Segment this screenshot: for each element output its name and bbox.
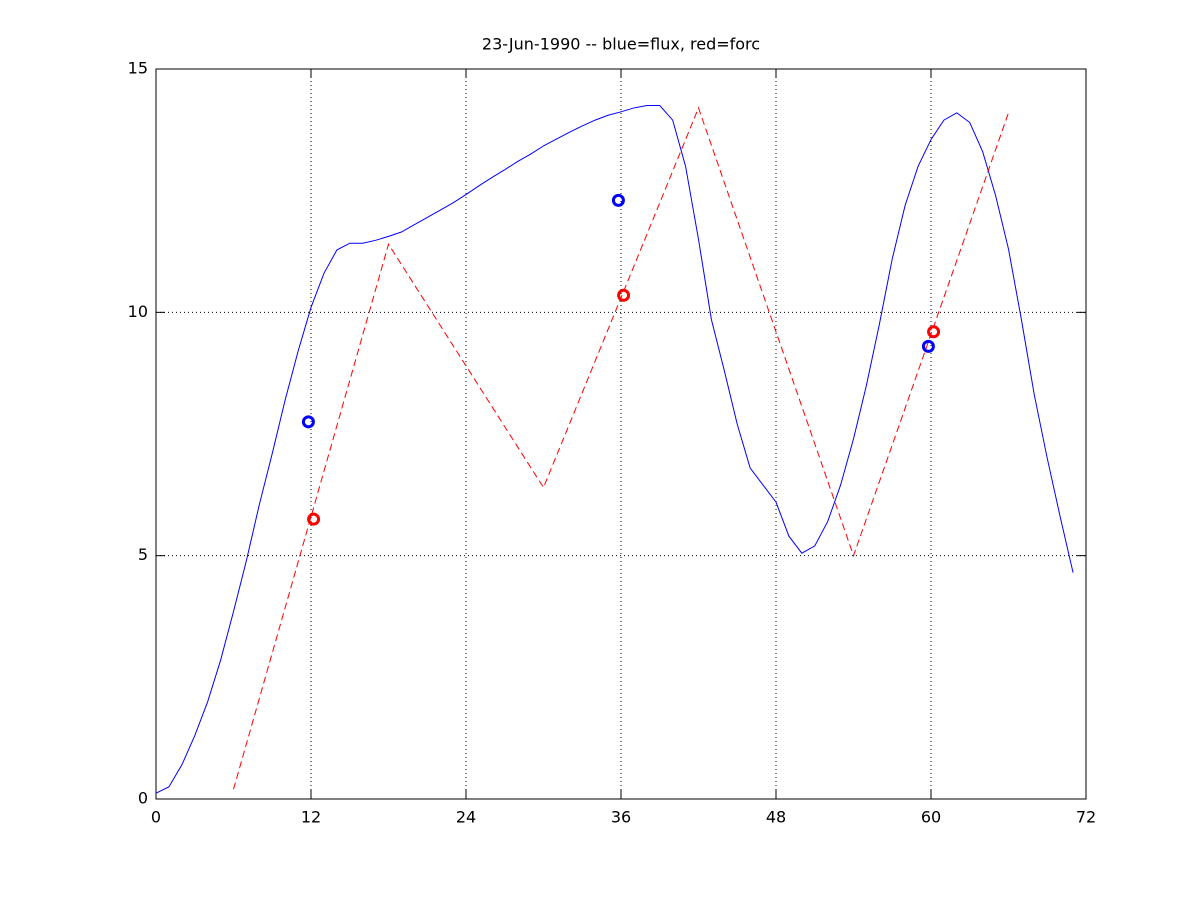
- x-tick-label: 36: [611, 808, 631, 827]
- chart-title: 23-Jun-1990 -- blue=flux, red=forc: [482, 35, 760, 54]
- data-line: [233, 106, 1009, 790]
- x-tick-label: 24: [456, 808, 476, 827]
- x-tick-label: 72: [1076, 808, 1096, 827]
- x-tick-label: 0: [151, 808, 161, 827]
- y-tick-label: 5: [138, 545, 148, 564]
- x-tick-label: 60: [921, 808, 941, 827]
- data-point: [611, 193, 625, 207]
- y-tick-label: 0: [138, 789, 148, 808]
- data-point: [617, 288, 631, 302]
- x-tick-label: 48: [766, 808, 786, 827]
- data-point: [921, 339, 935, 353]
- data-point: [927, 325, 941, 339]
- data-point: [301, 415, 315, 429]
- data-point: [307, 512, 321, 526]
- data-line: [155, 105, 1074, 794]
- plot-frame: [155, 68, 1087, 800]
- y-tick-label: 15: [128, 59, 148, 78]
- y-tick-label: 10: [128, 302, 148, 321]
- x-tick-label: 12: [301, 808, 321, 827]
